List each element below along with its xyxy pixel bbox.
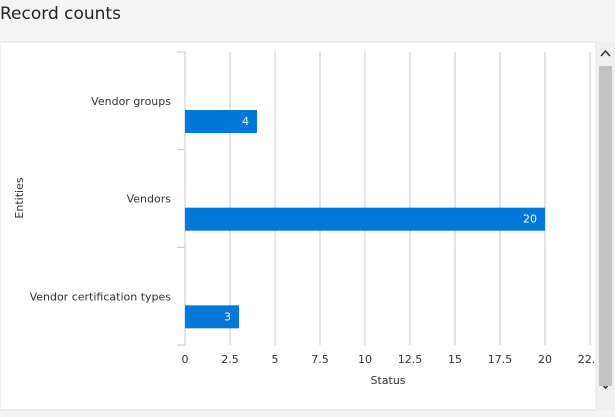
bar (185, 207, 545, 231)
x-tick-label: 0 (182, 353, 189, 366)
bar (185, 110, 257, 133)
value-label: 4 (242, 115, 249, 128)
x-tick-label: 20 (538, 353, 552, 366)
x-tick-label: 17.5 (488, 353, 513, 366)
value-label: 20 (523, 213, 537, 226)
x-tick-label: 2.5 (221, 353, 239, 366)
y-tick-label: Vendors (127, 193, 172, 206)
x-tick-label: 5 (272, 353, 279, 366)
x-tick-label: 10 (358, 353, 372, 366)
scrollbar[interactable] (596, 42, 615, 410)
value-label: 3 (224, 310, 231, 323)
x-axis-label: Status (370, 374, 405, 387)
x-tick-label: 7.5 (311, 353, 329, 366)
page-title: Record counts (0, 4, 121, 24)
y-axis-label: Entities (13, 177, 26, 218)
x-tick-label: 15 (448, 353, 462, 366)
x-tick-label: 12.5 (398, 353, 423, 366)
y-tick-label: Vendor certification types (30, 290, 172, 303)
bar (185, 305, 239, 329)
y-tick-label: Vendor groups (91, 95, 171, 108)
scroll-thumb[interactable] (599, 66, 612, 386)
